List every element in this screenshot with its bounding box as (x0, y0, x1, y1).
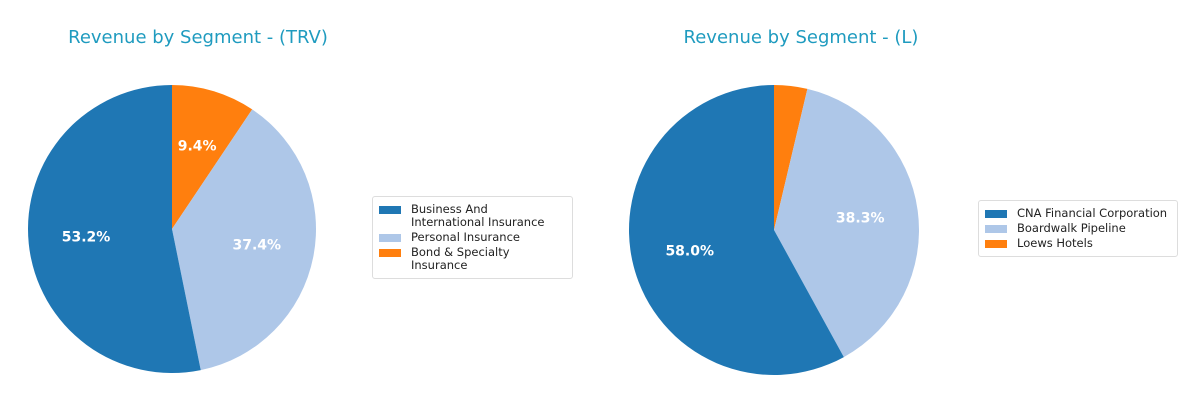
legend-item: Bond & Specialty Insurance (379, 246, 564, 272)
legend-label: Loews Hotels (1017, 236, 1093, 250)
legend-label: Business And International Insurance (411, 202, 545, 229)
legend-item: Business And International Insurance (379, 203, 564, 229)
chart-title: Revenue by Segment - (L) (683, 27, 919, 48)
legend-item: Loews Hotels (985, 237, 1169, 250)
slice-percent-label: 53.2% (62, 230, 111, 246)
legend-swatch (985, 210, 1007, 218)
pie-slice (172, 85, 253, 229)
slice-percent-label: 58.0% (665, 244, 714, 260)
legend-swatch (379, 249, 401, 257)
legend-swatch (379, 234, 401, 242)
legend-item: Boardwalk Pipeline (985, 222, 1169, 235)
legend-trv: Business And International Insurance Per… (372, 196, 573, 279)
pie-slice (172, 109, 316, 371)
chart-title: Revenue by Segment - (TRV) (68, 27, 328, 48)
legend-label: Personal Insurance (411, 230, 520, 244)
legend-label: Boardwalk Pipeline (1017, 221, 1126, 235)
pie-chart-trv: 9.4% 37.4% 53.2% (27, 85, 316, 373)
pie-slice (774, 85, 808, 230)
legend-l: CNA Financial Corporation Boardwalk Pipe… (978, 200, 1178, 257)
legend-label: CNA Financial Corporation (1017, 206, 1168, 220)
legend-swatch (985, 240, 1007, 248)
legend-item: CNA Financial Corporation (985, 207, 1169, 220)
chart-l: Revenue by Segment - (L) 38.3% 58.0% CNA … (600, 0, 1200, 404)
slice-percent-label: 9.4% (178, 138, 217, 154)
slice-percent-label: 37.4% (232, 238, 281, 254)
pie-slice (774, 88, 919, 358)
legend-item: Personal Insurance (379, 231, 564, 244)
pie-slice (629, 85, 844, 375)
chart-trv: Revenue by Segment - (TRV) 9.4% 37.4% 53.2… (27, 27, 573, 373)
legend-label: Bond & Specialty Insurance (411, 245, 510, 272)
legend-swatch (379, 206, 401, 214)
pie-chart-l: 38.3% 58.0% (629, 85, 919, 375)
legend-swatch (985, 225, 1007, 233)
pie-slice (27, 85, 201, 373)
slice-percent-label: 38.3% (836, 210, 885, 226)
